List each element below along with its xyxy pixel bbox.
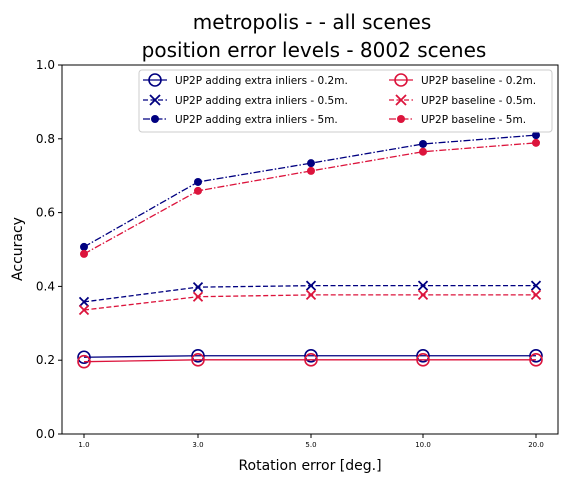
chart-title-line-1: metropolis - - all scenes <box>193 10 431 34</box>
legend-label: UP2P baseline - 5m. <box>421 114 526 126</box>
data-point <box>80 242 88 251</box>
x-axis-label: Rotation error [deg.] <box>238 458 381 474</box>
y-axis: 0.0 0.2 0.4 0.6 0.8 1.0 <box>36 58 62 441</box>
chart-title-line-2: position error levels - 8002 scenes <box>142 38 487 62</box>
data-point <box>529 348 543 363</box>
plot-frame <box>61 64 559 435</box>
series-1 <box>77 348 543 365</box>
data-point <box>419 139 427 148</box>
series-4 <box>77 353 543 369</box>
series-line <box>83 134 537 248</box>
data-point <box>77 350 91 365</box>
data-point <box>305 289 317 301</box>
data-point <box>530 280 542 291</box>
x-tick-label: 10.0 <box>415 441 431 449</box>
x-tick-label: 1.0 <box>78 441 89 449</box>
data-point <box>416 353 430 367</box>
data-point <box>149 94 161 106</box>
data-point <box>417 289 429 301</box>
data-point <box>191 348 205 363</box>
data-point <box>529 353 543 367</box>
data-point <box>307 159 315 168</box>
series-2 <box>78 280 542 308</box>
legend-box <box>138 69 553 133</box>
data-point <box>304 353 318 367</box>
legend-item: UP2P baseline - 0.5m. <box>389 94 536 107</box>
data-point <box>419 147 427 156</box>
data-point <box>191 353 205 367</box>
legend-label: UP2P adding extra inliers - 0.2m. <box>175 75 348 87</box>
data-point <box>151 115 159 123</box>
legend-label: UP2P adding extra inliers - 0.5m. <box>175 95 348 107</box>
data-point <box>80 249 88 258</box>
y-tick-label: 1.0 <box>36 58 55 72</box>
y-tick-label: 0.8 <box>36 132 55 146</box>
legend-label: UP2P baseline - 0.2m. <box>421 75 536 87</box>
x-tick-label: 5.0 <box>305 441 316 449</box>
series-5 <box>78 289 542 316</box>
data-point <box>78 304 90 316</box>
legend-item: UP2P baseline - 0.2m. <box>389 73 536 87</box>
legend: UP2P adding extra inliers - 0.2m. UP2P ad… <box>138 69 553 133</box>
data-point <box>192 291 204 302</box>
data-point <box>77 354 91 369</box>
data-point <box>530 289 542 301</box>
y-tick-label: 0.6 <box>36 206 55 220</box>
data-point <box>416 348 430 363</box>
data-point <box>148 73 162 87</box>
data-point <box>532 138 540 147</box>
data-point <box>394 73 408 87</box>
series-line <box>83 355 536 358</box>
data-point <box>304 348 318 363</box>
data-point <box>194 177 202 186</box>
legend-label: UP2P adding extra inliers - 5m. <box>175 114 338 126</box>
data-point <box>417 280 429 291</box>
data-point <box>532 131 540 140</box>
legend-item: UP2P adding extra inliers - 0.5m. <box>143 94 348 107</box>
data-point <box>78 296 90 308</box>
legend-item: UP2P adding extra inliers - 0.2m. <box>143 73 348 87</box>
data-point <box>194 186 202 195</box>
series-line <box>83 359 536 363</box>
data-point <box>397 115 405 123</box>
data-point <box>307 166 315 175</box>
y-tick-label: 0.0 <box>36 427 55 441</box>
legend-item: UP2P adding extra inliers - 5m. <box>143 114 338 126</box>
series-layer <box>77 131 543 369</box>
series-6 <box>80 138 540 258</box>
data-point <box>192 282 204 293</box>
x-axis: 1.0 3.0 5.0 10.0 20.0 <box>78 434 544 449</box>
data-point <box>395 94 407 106</box>
legend-label: UP2P baseline - 0.5m. <box>421 95 536 107</box>
data-point <box>305 280 317 291</box>
y-tick-label: 0.4 <box>36 279 55 293</box>
legend-item: UP2P baseline - 5m. <box>389 114 526 126</box>
y-tick-label: 0.2 <box>36 353 55 367</box>
series-3 <box>80 131 540 251</box>
x-tick-label: 20.0 <box>528 441 544 449</box>
y-axis-label: Accuracy <box>10 217 26 281</box>
x-tick-label: 3.0 <box>192 441 203 449</box>
